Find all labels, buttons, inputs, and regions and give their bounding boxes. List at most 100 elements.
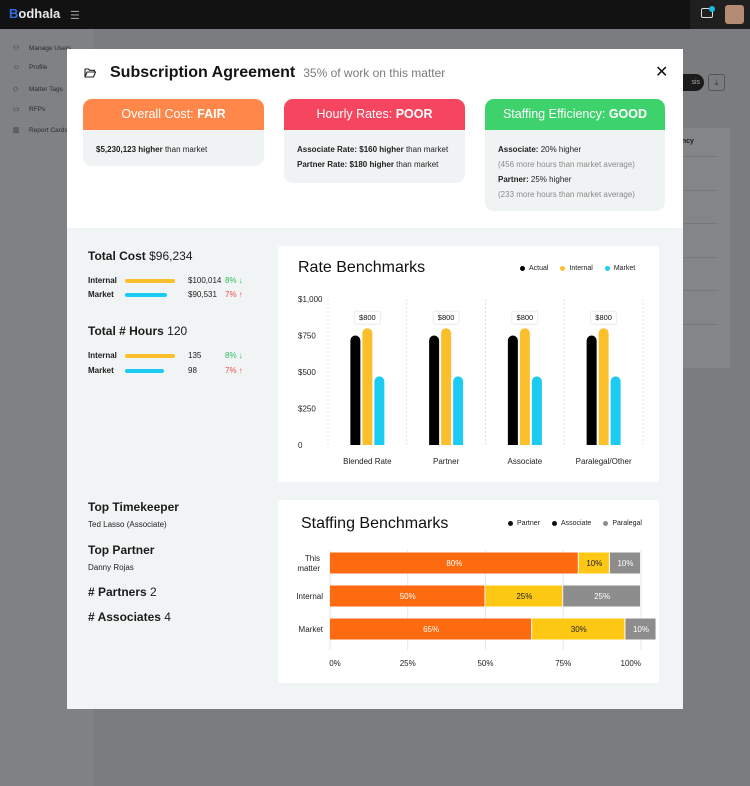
folder-icon: ▭ [13,106,20,113]
total-hours-internal-bar [125,353,175,358]
top-bar [0,0,750,29]
sidebar-item-manage-users[interactable]: ⚇ Manage Users [13,44,72,53]
tag-icon: ◇ [13,86,19,93]
staffing-efficiency-card: Staffing Efficiency: GOOD Associate: 20%… [485,99,665,211]
divider [668,156,718,157]
legend-internal: Internal [560,265,593,272]
bar-segment-label: 10% [633,625,649,634]
staffing-efficiency-details: Associate: 20% higher (456 more hours th… [498,145,635,199]
bar-segment-label: 10% [617,559,633,568]
y-tick-label: $1,000 [298,295,323,304]
y-tick-label: $250 [298,405,316,414]
divider [668,223,718,224]
bar-market-associate [531,376,542,445]
total-hours-internal-row: Internal 135 8% ↓ [88,351,243,360]
total-hours-market-bar [125,368,164,373]
bar-market-partner [453,376,464,445]
bar-actual-associate [507,335,518,445]
app-logo[interactable]: Bodhala [9,6,61,21]
bar-internal-blended-rate [362,328,373,445]
legend-paralegal: Paralegal [603,520,642,527]
modal-title: Subscription Agreement [110,64,296,81]
divider [668,290,718,291]
x-tick-label: 0% [329,659,341,668]
total-cost-internal-bar [125,278,175,283]
benchmarks-section: Total Cost $96,234 Internal $100,014 8% … [67,228,683,709]
background-column-header: ency [678,138,694,145]
rate-benchmarks-title: Rate Benchmarks [298,259,426,276]
y-category-label: matter [297,564,320,573]
close-icon[interactable]: ✕ [655,64,669,81]
divider [668,257,718,258]
bar-internal-associate [519,328,530,445]
y-tick-label: 0 [298,441,303,450]
x-tick-label: 50% [477,659,493,668]
bar-segment-label: 65% [423,625,439,634]
divider [668,190,718,191]
bar-segment-paralegal [609,552,640,574]
legend-associate: Associate [551,520,591,527]
users-icon: ⚇ [13,45,20,52]
hourly-rates-details: Associate Rate: $160 higher than market … [297,145,449,169]
bar-segment-paralegal [563,585,640,607]
legend-partner: Partner [508,520,540,527]
sidebar-item-rfps[interactable]: ▭ RFPs [13,105,46,114]
bar-market-blended-rate [374,376,385,445]
staffing-benchmarks-title: Staffing Benchmarks [301,515,449,532]
data-label: $800 [438,313,455,322]
total-hours-market-row: Market 98 7% ↑ [88,366,243,375]
total-cost-market-row: Market $90,531 7% ↑ [88,290,243,299]
sidebar-item-report-cards[interactable]: ▥ Report Cards [13,126,68,135]
top-partner-heading: Top Partner [88,543,155,557]
x-tick-label: 25% [400,659,416,668]
top-partner-value: Danny Rojas [88,563,134,572]
data-label: $800 [517,313,534,322]
top-timekeeper-value: Ted Lasso (Associate) [88,520,167,529]
bar-segment-label: 25% [516,592,532,601]
hourly-rates-header: Hourly Rates: POOR [284,99,465,130]
bar-segment-associate [532,618,625,640]
staffing-benchmarks-panel: Staffing Benchmarks Partner Associate Pa… [278,500,659,683]
arrow-down-icon: ↓ [238,276,243,285]
user-icon: ☺ [13,64,21,71]
bar-segment-partner [330,552,578,574]
total-cost-market-bar [125,292,167,297]
associates-count: # Associates 4 [88,610,171,624]
bar-internal-partner [441,328,452,445]
rate-benchmarks-chart: $1,000 $750 $500 $250 0 $800 Blended Rate $800 P… [298,295,644,466]
partners-count: # Partners 2 [88,585,157,599]
chart-icon: ▥ [13,127,20,134]
data-label: $800 [595,313,612,322]
y-category-label: This [305,554,320,563]
bar-segment-label: 30% [571,625,587,634]
total-cost-internal-row: Internal $100,014 8% ↓ [88,276,243,285]
legend-actual: Actual [520,265,548,272]
y-tick-label: $750 [298,332,316,341]
bar-actual-blended-rate [350,335,361,445]
y-category-label: Market [299,625,324,634]
menu-icon[interactable]: ☰ [70,10,80,22]
modal-header: Subscription Agreement 35% of work on th… [84,64,445,82]
x-tick-label: Partner [433,457,460,466]
bar-segment-label: 50% [400,592,416,601]
arrow-up-icon: ↑ [238,366,243,375]
download-icon[interactable]: ⤓ [708,74,725,91]
inbox-icon[interactable] [701,8,713,18]
bar-segment-label: 25% [594,592,610,601]
modal-subtitle: 35% of work on this matter [303,66,446,80]
bar-segment-paralegal [625,618,656,640]
bar-segment-partner [330,585,485,607]
notification-dot [709,6,715,12]
sidebar-item-matter-tags[interactable]: ◇ Matter Tags [13,85,63,94]
overall-cost-card: Overall Cost: FAIR $5,230,123 higher tha… [83,99,264,166]
x-tick-label: 75% [555,659,571,668]
staffing-efficiency-header: Staffing Efficiency: GOOD [485,99,665,130]
legend-market: Market [604,265,635,272]
staffing-benchmarks-legend: Partner Associate Paralegal [508,520,642,527]
sidebar-item-profile[interactable]: ☺ Profile [13,64,48,71]
avatar[interactable] [725,5,744,24]
data-label-box [353,310,381,325]
y-category-label: Internal [296,592,323,601]
bar-segment-partner [330,618,532,640]
bar-market-paralegal-other [610,376,621,445]
